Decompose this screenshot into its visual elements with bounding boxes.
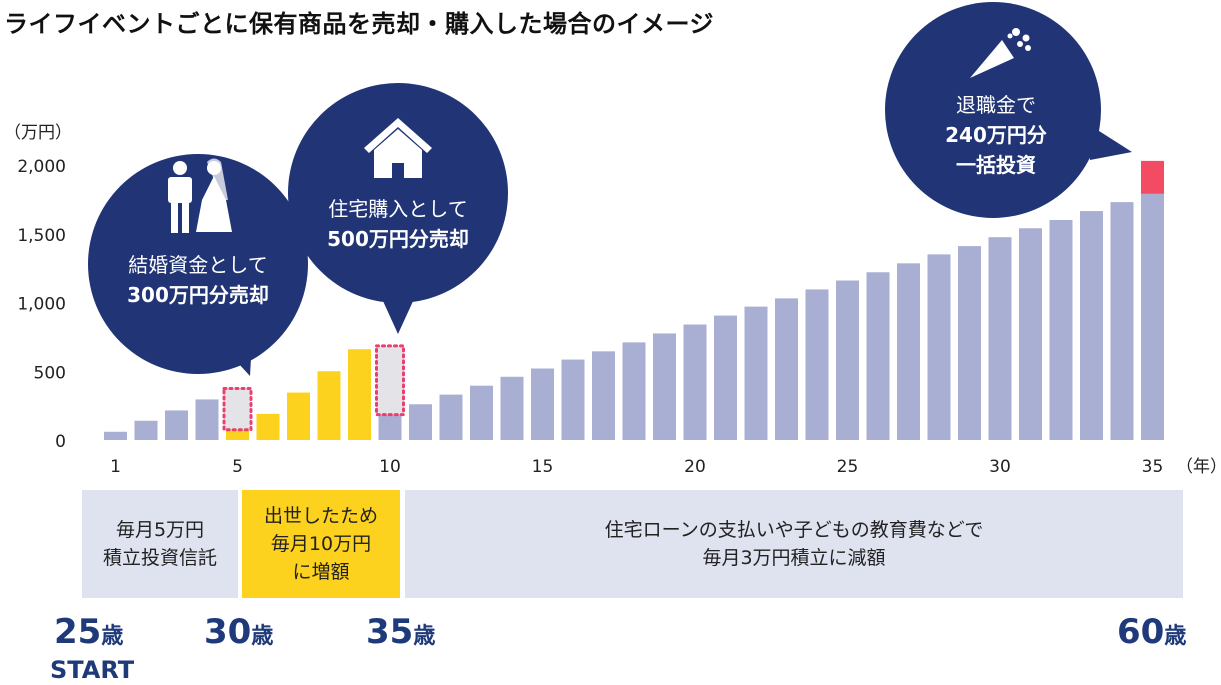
bar-year-17 (592, 351, 615, 440)
y-tick-label: 1,500 (17, 226, 66, 246)
x-tick-label: 30 (989, 457, 1011, 477)
bar-year-11 (409, 404, 432, 440)
bar-year-19 (653, 333, 676, 440)
age-35: 35歳 (366, 612, 435, 652)
phase-3-box: 住宅ローンの支払いや子どもの教育費などで 毎月3万円積立に減額 (405, 490, 1183, 598)
bar-year-24 (805, 289, 829, 440)
bar-year-25 (836, 280, 859, 440)
bar-year-6 (256, 413, 280, 440)
bar-year-34 (1110, 202, 1134, 440)
x-tick-label: 10 (379, 457, 401, 477)
chart-title: ライフイベントごとに保有商品を売却・購入した場合のイメージ (4, 10, 715, 38)
bar-year-33 (1080, 211, 1103, 440)
y-tick-label: 0 (55, 432, 66, 452)
bar-year-4 (195, 399, 219, 440)
phase-1-box: 毎月5万円 積立投資信託 (82, 490, 238, 598)
phase-2-line1: 出世したため (263, 505, 378, 527)
y-axis-unit-label: （万円） (4, 123, 72, 143)
bar-year-15 (531, 368, 554, 440)
bar-year-10 (378, 414, 402, 440)
retirement-bubble-line2: 240万円分 (945, 123, 1047, 147)
bar-year-3 (165, 410, 188, 440)
y-tick-label: 1,000 (17, 295, 66, 315)
wedding-bubble: 結婚資金として 300万円分売却 (88, 154, 308, 376)
retirement-bubble: 退職金で 240万円分 一括投資 (885, 2, 1132, 218)
bar-year-8 (317, 371, 341, 440)
bar-year-27 (897, 263, 920, 440)
wedding-bubble-line1: 結婚資金として (128, 253, 267, 277)
age-60-number: 60 (1117, 612, 1165, 652)
bar-year-2 (134, 420, 158, 440)
bar-year-13 (470, 385, 493, 440)
bar-year-7 (287, 392, 310, 440)
bar-year-21 (714, 315, 737, 440)
age-30: 30歳 (204, 612, 273, 652)
age-25-number: 25 (54, 612, 102, 652)
x-tick-label: 5 (232, 457, 243, 477)
sold-amount-marker-year-10 (375, 344, 405, 417)
age-25-unit: 歳 (101, 624, 124, 649)
bar-year-22 (744, 306, 768, 440)
bar-year-26 (866, 272, 890, 440)
bar-year-18 (622, 342, 646, 440)
phase-3-line2: 毎月3万円積立に減額 (702, 547, 886, 569)
bar-year-1 (104, 431, 127, 440)
house-icon (364, 118, 432, 178)
x-tick-label: 35 (1142, 457, 1164, 477)
x-tick-label: 1 (110, 457, 121, 477)
bar-year-30 (988, 237, 1012, 440)
bar-year-9 (348, 349, 371, 440)
bar-year-35 (1141, 193, 1164, 440)
house-bubble-line2: 500万円分売却 (327, 227, 469, 251)
y-tick-label: 2,000 (17, 157, 66, 177)
x-tick-label: 20 (684, 457, 706, 477)
bar-lump-sum-segment (1141, 160, 1164, 194)
x-axis-unit-label: （年） (1176, 457, 1221, 477)
bar-year-28 (927, 254, 951, 440)
party-popper-icon (970, 28, 1031, 78)
wedding-couple-icon (168, 158, 232, 233)
age-25: 25歳 (54, 612, 123, 652)
bar-year-32 (1049, 220, 1073, 440)
age-30-unit: 歳 (251, 624, 274, 649)
age-35-number: 35 (366, 612, 414, 652)
start-label: START (50, 656, 135, 684)
bar-year-31 (1019, 228, 1042, 440)
bar-year-23 (775, 298, 798, 440)
retirement-bubble-line1: 退職金で (956, 93, 1036, 117)
bar-year-5 (226, 429, 249, 440)
age-60: 60歳 (1117, 612, 1186, 652)
age-60-unit: 歳 (1164, 624, 1187, 649)
phase-1-line2: 積立投資信託 (102, 547, 217, 569)
phase-1-line1: 毎月5万円 (115, 519, 205, 541)
house-bubble: 住宅購入として 500万円分売却 (288, 83, 508, 334)
phase-2-box: 出世したため 毎月10万円 に増額 (242, 490, 400, 598)
retirement-bubble-line3: 一括投資 (956, 153, 1036, 177)
phase-2-line2: 毎月10万円 (270, 533, 372, 555)
bar-year-16 (561, 359, 585, 440)
y-tick-label: 500 (34, 363, 66, 383)
age-35-unit: 歳 (413, 624, 436, 649)
bar-year-12 (439, 394, 463, 440)
phase-2-line3: に増額 (292, 561, 350, 583)
bar-year-29 (958, 246, 981, 440)
x-tick-label: 25 (837, 457, 859, 477)
x-tick-label: 15 (532, 457, 554, 477)
phase-3-line1: 住宅ローンの支払いや子どもの教育費などで (604, 519, 984, 541)
age-30-number: 30 (204, 612, 252, 652)
bar-year-20 (683, 324, 707, 440)
sold-amount-marker-year-5 (222, 386, 253, 432)
house-bubble-line1: 住宅購入として (328, 197, 467, 221)
bar-year-14 (500, 376, 524, 440)
wedding-bubble-line2: 300万円分売却 (127, 283, 269, 307)
